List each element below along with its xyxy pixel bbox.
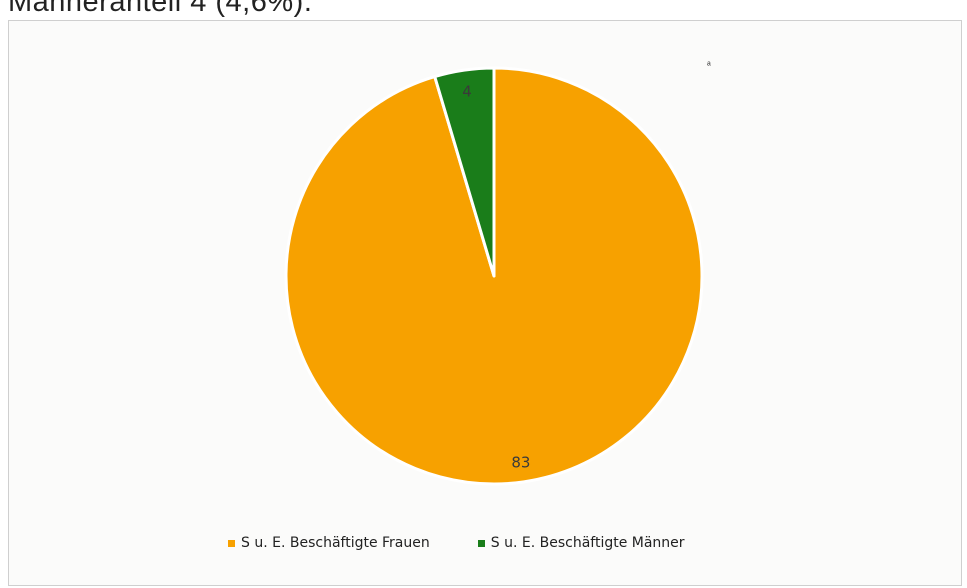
pie-slice-1 bbox=[433, 66, 496, 278]
legend-swatch-maenner bbox=[477, 539, 485, 547]
legend-label-maenner: S u. E. Beschäftigte Männer bbox=[490, 535, 685, 551]
legend-item-frauen: S u. E. Beschäftigte Frauen bbox=[228, 535, 430, 551]
stray-mark: ᵃ bbox=[707, 60, 711, 71]
intro-text-partial: Männeranteil 4 (4,6%). bbox=[8, 0, 313, 18]
legend-item-maenner: S u. E. Beschäftigte Männer bbox=[477, 535, 685, 551]
pie-data-label-1: 4 bbox=[462, 83, 472, 101]
pie-data-label-0: 83 bbox=[511, 453, 530, 471]
legend-label-frauen: S u. E. Beschäftigte Frauen bbox=[241, 535, 430, 551]
legend: S u. E. Beschäftigte Frauen S u. E. Besc… bbox=[228, 535, 733, 551]
legend-swatch-frauen bbox=[228, 539, 235, 547]
pie-slice-0 bbox=[284, 66, 704, 486]
